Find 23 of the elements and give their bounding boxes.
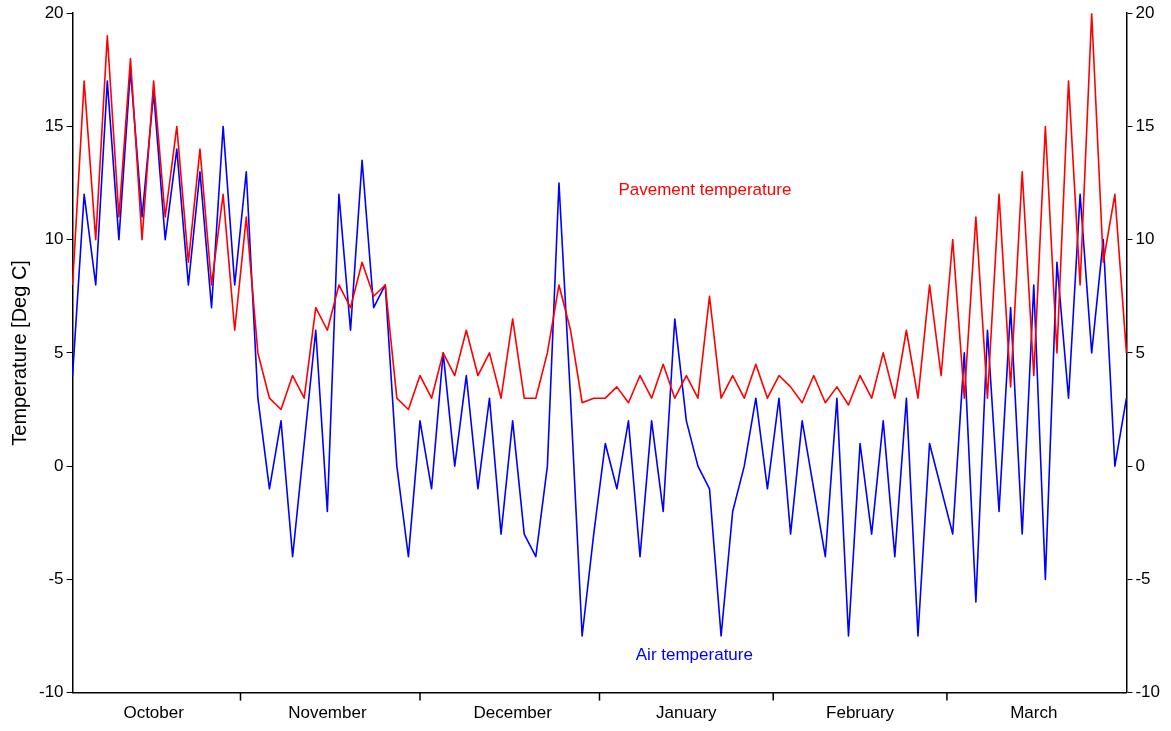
y-axis-title: Temperature [Deg C] [7, 260, 30, 446]
y2-tick-label: -10 [1135, 682, 1161, 702]
x-tick-label: November [288, 703, 367, 723]
x-tick-label: February [826, 703, 895, 723]
x-tick-label: January [656, 703, 718, 723]
y-tick-label: 15 [44, 116, 64, 136]
y-tick-label: 20 [44, 2, 64, 22]
y-tick-label: 5 [54, 342, 64, 362]
y2-tick-label: -5 [1135, 569, 1151, 589]
y2-tick-label: 0 [1135, 455, 1145, 475]
y-tick-label: -5 [48, 569, 64, 589]
y2-tick-label: 5 [1135, 342, 1145, 362]
y-tick-label: -10 [38, 682, 64, 702]
x-tick-label: October [123, 703, 185, 723]
y-tick-label: 0 [54, 455, 64, 475]
y2-tick-label: 15 [1135, 116, 1155, 136]
series-label: Air temperature [635, 644, 753, 664]
text: Pavement temperature [618, 179, 792, 199]
x-tick-label: December [473, 703, 553, 723]
y-tick-label: 10 [44, 229, 64, 249]
x-tick-label: March [1010, 703, 1058, 723]
y2-tick-label: 20 [1135, 2, 1155, 22]
y2-tick-label: 10 [1135, 229, 1155, 249]
